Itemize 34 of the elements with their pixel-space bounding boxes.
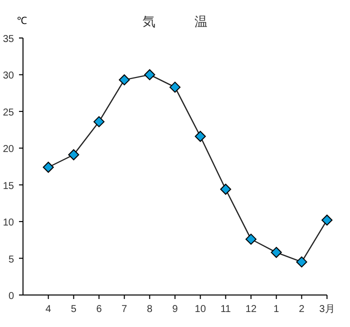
- y-tick-label: 25: [2, 107, 14, 118]
- point: [170, 82, 180, 93]
- y-tick-label: 0: [8, 291, 14, 302]
- x-tick-label: 5: [70, 304, 77, 315]
- y-tick-label: 30: [2, 70, 14, 82]
- point: [220, 184, 232, 195]
- point: [144, 69, 156, 80]
- chart-title: 気 温: [142, 14, 208, 29]
- point: [94, 116, 104, 128]
- x-tick-label: 8: [146, 304, 153, 315]
- x-tick-label: 7: [122, 304, 128, 315]
- y-tick-label: 5: [8, 254, 14, 266]
- x-tick-label: 6: [96, 304, 102, 315]
- y-tick-label: 15: [2, 180, 14, 192]
- x-tick-label: 2: [298, 304, 305, 315]
- point: [322, 214, 332, 226]
- point: [296, 256, 308, 268]
- point: [42, 162, 54, 173]
- y-axis-title: ℃: [17, 16, 27, 27]
- y-tick-label: 35: [2, 34, 14, 45]
- x-tick-label: 9: [172, 304, 178, 315]
- y-tick-label: 10: [2, 218, 14, 229]
- point: [270, 246, 282, 258]
- x-tick-label: 10: [194, 304, 206, 315]
- point: [68, 149, 80, 160]
- point: [194, 130, 206, 142]
- x-tick-label: 11: [220, 304, 232, 315]
- y-tick-label: 20: [2, 144, 14, 156]
- x-tick-label: 4: [46, 304, 52, 315]
- x-tick-label: 1: [274, 304, 280, 315]
- x-tick-label: 12: [245, 304, 257, 315]
- point: [246, 234, 256, 245]
- x-tick-label: 3月: [319, 304, 335, 315]
- point: [118, 74, 130, 86]
